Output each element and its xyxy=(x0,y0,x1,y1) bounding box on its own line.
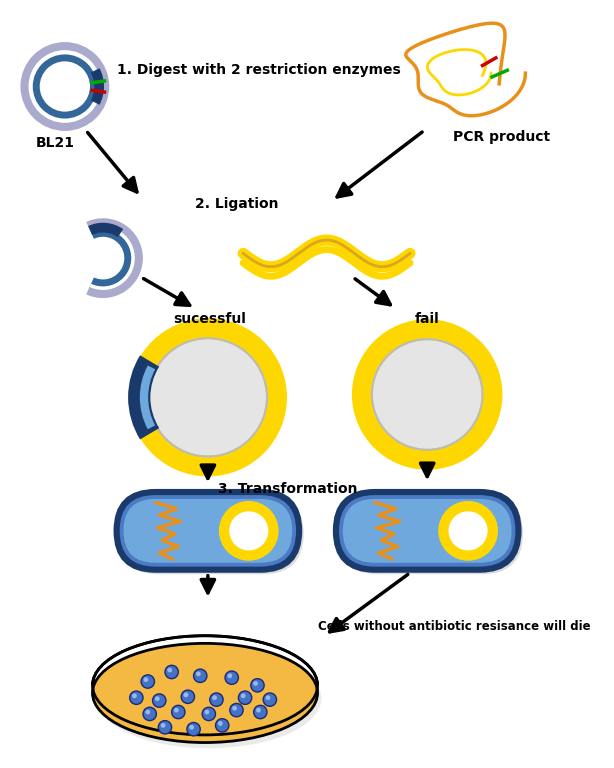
Circle shape xyxy=(227,674,232,678)
Circle shape xyxy=(238,691,252,704)
Circle shape xyxy=(143,707,157,720)
FancyBboxPatch shape xyxy=(120,495,296,567)
Circle shape xyxy=(168,667,172,673)
Text: 3. Transformation: 3. Transformation xyxy=(218,482,358,496)
FancyBboxPatch shape xyxy=(339,495,515,567)
FancyBboxPatch shape xyxy=(118,493,304,574)
Circle shape xyxy=(152,694,166,707)
Text: BL21: BL21 xyxy=(36,136,75,150)
Text: Cells without antibiotic resisance will die: Cells without antibiotic resisance will … xyxy=(317,620,590,633)
FancyBboxPatch shape xyxy=(123,499,292,563)
Circle shape xyxy=(141,675,155,688)
Circle shape xyxy=(165,665,178,679)
Circle shape xyxy=(193,669,207,683)
Circle shape xyxy=(449,511,488,551)
Circle shape xyxy=(187,723,200,736)
Circle shape xyxy=(210,693,223,707)
Circle shape xyxy=(172,705,185,719)
Circle shape xyxy=(263,693,276,707)
Circle shape xyxy=(251,679,264,692)
Text: 1. Digest with 2 restriction enzymes: 1. Digest with 2 restriction enzymes xyxy=(117,63,401,78)
Text: PCR product: PCR product xyxy=(453,131,550,144)
Circle shape xyxy=(130,691,143,704)
FancyBboxPatch shape xyxy=(343,499,511,563)
Circle shape xyxy=(266,695,270,700)
Circle shape xyxy=(254,705,267,719)
Circle shape xyxy=(232,706,237,710)
Circle shape xyxy=(132,694,137,698)
Circle shape xyxy=(181,690,195,703)
Circle shape xyxy=(256,708,261,713)
FancyBboxPatch shape xyxy=(115,490,301,571)
FancyBboxPatch shape xyxy=(337,493,523,574)
Circle shape xyxy=(144,677,148,682)
Circle shape xyxy=(241,694,246,698)
Circle shape xyxy=(230,703,243,717)
Circle shape xyxy=(196,671,201,677)
Circle shape xyxy=(212,695,217,700)
Circle shape xyxy=(161,723,165,728)
Circle shape xyxy=(202,707,216,720)
Circle shape xyxy=(229,511,268,551)
Circle shape xyxy=(189,725,194,730)
Circle shape xyxy=(184,693,188,697)
Circle shape xyxy=(218,721,223,726)
Circle shape xyxy=(158,720,172,734)
Text: 2. Ligation: 2. Ligation xyxy=(195,197,278,210)
Circle shape xyxy=(174,708,179,713)
Circle shape xyxy=(253,681,258,686)
Circle shape xyxy=(155,697,160,701)
Circle shape xyxy=(139,329,284,474)
FancyBboxPatch shape xyxy=(334,490,520,571)
Circle shape xyxy=(216,719,229,732)
Ellipse shape xyxy=(96,649,321,748)
Text: sucessful: sucessful xyxy=(173,312,246,326)
Circle shape xyxy=(204,710,209,714)
Circle shape xyxy=(225,671,238,684)
Text: fail: fail xyxy=(415,312,440,326)
Circle shape xyxy=(362,329,500,467)
Ellipse shape xyxy=(93,644,317,743)
Circle shape xyxy=(146,710,150,714)
